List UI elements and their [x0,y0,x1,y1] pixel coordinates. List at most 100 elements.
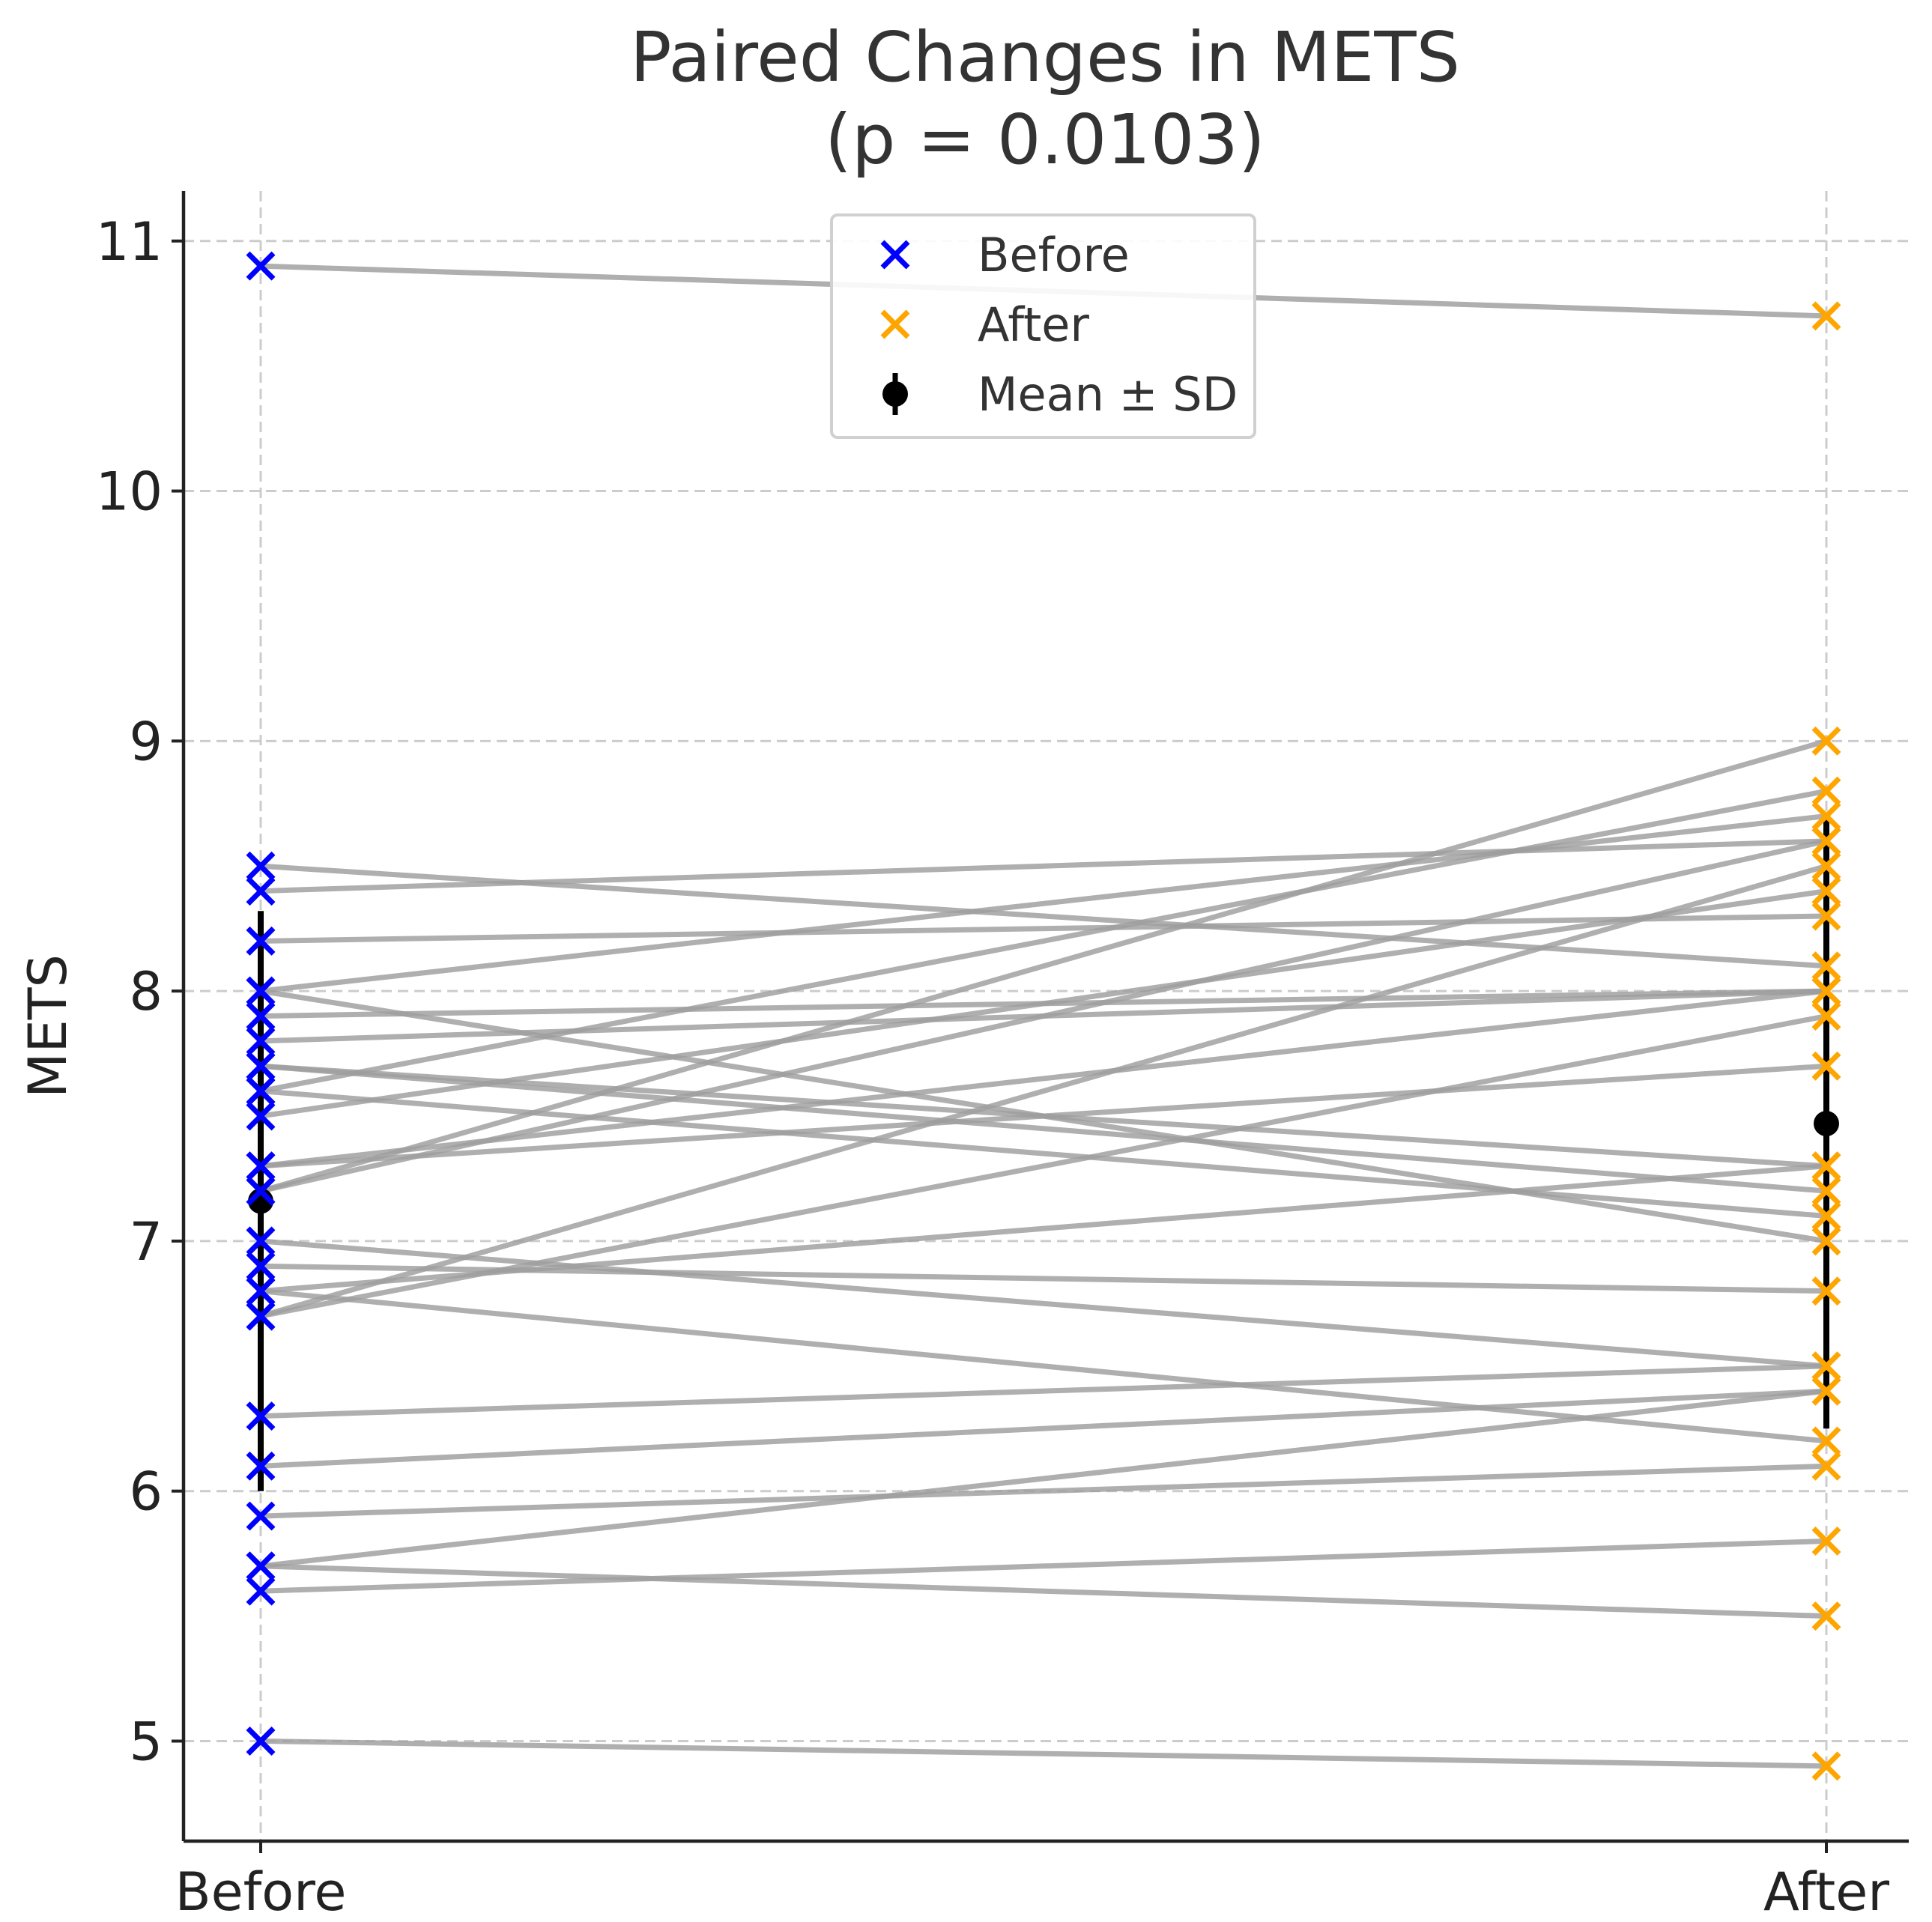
before-point-stroke-b [246,1501,276,1531]
before-point [246,1001,276,1031]
after-point [1811,1176,1841,1206]
before-point [246,1401,276,1431]
after-point [1811,1426,1841,1456]
legend: Before After Mean ± SD [830,213,1256,439]
before-point-stroke-b [246,1101,276,1131]
before-point [246,1176,276,1206]
before-point [246,1151,276,1181]
y-axis-label: METS [17,954,79,1098]
pair-line [260,1063,1827,1169]
after-point [1811,1751,1841,1781]
y-tick-label: 10 [96,461,163,523]
before-point-stroke-b [246,1401,276,1431]
pair-line [260,1088,1827,1219]
before-point-stroke-b [246,851,276,881]
pair-line [260,838,1827,1194]
y-tick-label: 6 [129,1461,163,1523]
before-point [246,1276,276,1306]
pair-line [260,988,1827,1169]
legend-label: Before [978,228,1130,282]
after-point-stroke-b [1811,951,1841,981]
y-tick-label: 11 [96,211,163,273]
pair-line [260,1738,1827,1769]
pair-line [260,1063,1827,1194]
after-point [1811,301,1841,331]
x-tick-label: After [1763,1861,1889,1922]
after-point-stroke-b [1811,1601,1841,1631]
after-point [1811,1001,1841,1031]
before-point [246,976,276,1006]
before-point [246,1076,276,1106]
after-point-stroke-b [1811,1226,1841,1256]
pair-line [260,838,1827,894]
grid-layer [184,191,1909,1841]
after-point-stroke-b [1811,1376,1841,1406]
after-point [1811,826,1841,856]
legend-label: Mean ± SD [978,367,1238,422]
legend-marker-after [880,309,910,339]
after-point-stroke-b [1811,1201,1841,1231]
before-point [246,251,276,281]
legend-box [830,213,1256,439]
after-point-stroke-b [1811,1526,1841,1556]
after-point [1811,801,1841,831]
legend-marker-before-stroke-b [880,240,910,270]
mean-point [1814,1111,1839,1137]
after-point-stroke-b [1811,726,1841,756]
after-point [1811,1276,1841,1306]
pair-line [260,1013,1827,1319]
before-point-stroke-b [246,1226,276,1256]
after-point [1811,776,1841,806]
pair-line [260,1463,1827,1519]
before-point [246,1576,276,1606]
after-point-stroke-b [1811,801,1841,831]
pair-line [260,1163,1827,1294]
after-point-stroke-b [1811,301,1841,331]
after-point-stroke-b [1811,1001,1841,1031]
before-point-stroke-b [246,1151,276,1181]
y-tick-label: 5 [129,1711,163,1772]
pair-line [260,1288,1827,1444]
before-point-stroke-b [246,1301,276,1331]
pair-line [260,813,1827,994]
after-point [1811,1376,1841,1406]
pair-line [260,788,1827,1094]
before-point-stroke-b [246,1576,276,1606]
pair-lines-layer [260,263,1827,1769]
pair-line [260,1238,1827,1369]
after-point [1811,976,1841,1006]
legend-label: After [978,297,1089,352]
after-point-stroke-b [1811,1751,1841,1781]
y-tick-label: 9 [129,711,163,772]
after-point-stroke-b [1811,1151,1841,1181]
after-point-stroke-b [1811,1276,1841,1306]
before-point-stroke-b [246,1451,276,1481]
before-point [246,1727,276,1756]
before-point-stroke-b [246,1076,276,1106]
before-point [246,876,276,906]
before-point [246,1551,276,1581]
before-point-stroke-b [246,1001,276,1031]
after-point [1811,1151,1841,1181]
before-point-stroke-b [246,976,276,1006]
after-point [1811,726,1841,756]
after-point-stroke-b [1811,1351,1841,1381]
chart-title-line1: Paired Changes in METS [630,17,1460,97]
before-point [246,1051,276,1081]
before-point [246,851,276,881]
after-point-stroke-b [1811,1451,1841,1481]
pair-line [260,1538,1827,1594]
after-point-stroke-b [1811,776,1841,806]
before-point-stroke-b [246,1551,276,1581]
before-point-stroke-b [246,1727,276,1756]
pair-line [260,1388,1827,1569]
axes-layer: 5 6 7 8 9 10 11 Before After [96,191,1909,1922]
after-point [1811,851,1841,881]
before-point [246,1501,276,1531]
after-point [1811,1526,1841,1556]
after-point-stroke-b [1811,1051,1841,1081]
before-point [246,1301,276,1331]
after-point [1811,1226,1841,1256]
